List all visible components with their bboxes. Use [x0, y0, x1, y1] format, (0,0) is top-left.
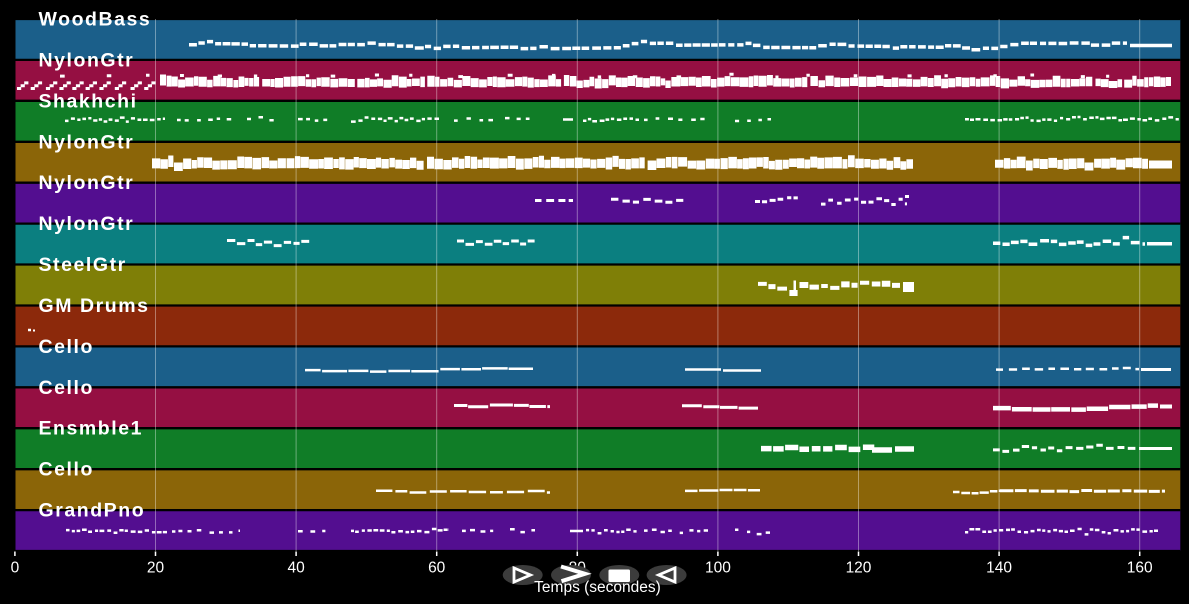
svg-text:Shakhchi: Shakhchi: [39, 90, 138, 112]
svg-text:SteelGtr: SteelGtr: [39, 254, 127, 276]
svg-text:100: 100: [705, 560, 731, 577]
svg-text:120: 120: [846, 560, 872, 577]
svg-text:40: 40: [287, 560, 305, 577]
svg-text:NylonGtr: NylonGtr: [39, 172, 135, 194]
svg-text:60: 60: [428, 560, 446, 577]
svg-text:NylonGtr: NylonGtr: [39, 131, 135, 153]
svg-text:NylonGtr: NylonGtr: [39, 213, 135, 235]
svg-text:WoodBass: WoodBass: [39, 9, 152, 31]
svg-text:GrandPno: GrandPno: [39, 500, 146, 522]
svg-text:Cello: Cello: [39, 459, 94, 481]
svg-text:GM Drums: GM Drums: [39, 295, 150, 317]
svg-text:20: 20: [147, 560, 165, 577]
svg-text:NylonGtr: NylonGtr: [39, 49, 135, 71]
svg-text:160: 160: [1127, 560, 1153, 577]
svg-text:Temps (secondes): Temps (secondes): [534, 579, 661, 596]
svg-text:140: 140: [986, 560, 1012, 577]
svg-text:0: 0: [11, 560, 20, 577]
svg-text:Cello: Cello: [39, 336, 94, 358]
svg-text:Ensmble1: Ensmble1: [39, 418, 144, 440]
svg-text:Cello: Cello: [39, 377, 94, 399]
